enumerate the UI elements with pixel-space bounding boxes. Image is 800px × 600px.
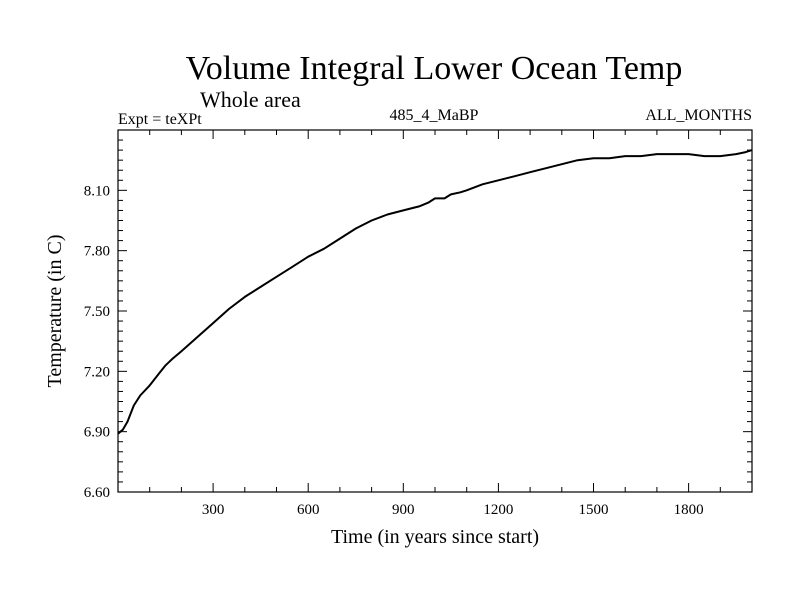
x-tick-label: 900 [392,502,415,518]
y-axis-label: Temperature (in C) [44,235,66,388]
months-label: ALL_MONTHS [645,107,752,124]
y-tick-label: 8.10 [84,183,110,199]
x-tick-label: 300 [202,502,225,518]
y-tick-label: 7.20 [84,364,110,380]
series-layer [117,149,753,435]
x-tick-label: 1500 [579,502,609,518]
chart-title: Volume Integral Lower Ocean Temp [186,50,683,87]
period-label: 485_4_MaBP [390,107,479,124]
y-tick-label: 7.50 [84,304,110,320]
plot-frame [117,129,753,493]
x-tick-label: 600 [297,502,320,518]
x-axis-label: Time (in years since start) [331,526,539,548]
tick-labels: 300 600 900 1200 1500 1800 6.60 6.90 7.20 7.50 7.8… [84,183,704,518]
axis-ticks [118,130,752,492]
x-tick-label: 1800 [674,502,704,518]
series-line [117,149,753,435]
y-tick-label: 6.90 [84,425,110,441]
y-tick-label: 6.60 [84,485,110,501]
expt-label: Expt = teXPt [118,111,202,128]
y-tick-label: 7.80 [84,244,110,260]
x-tick-label: 1200 [483,502,513,518]
chart-subtitle: Whole area [200,87,301,112]
